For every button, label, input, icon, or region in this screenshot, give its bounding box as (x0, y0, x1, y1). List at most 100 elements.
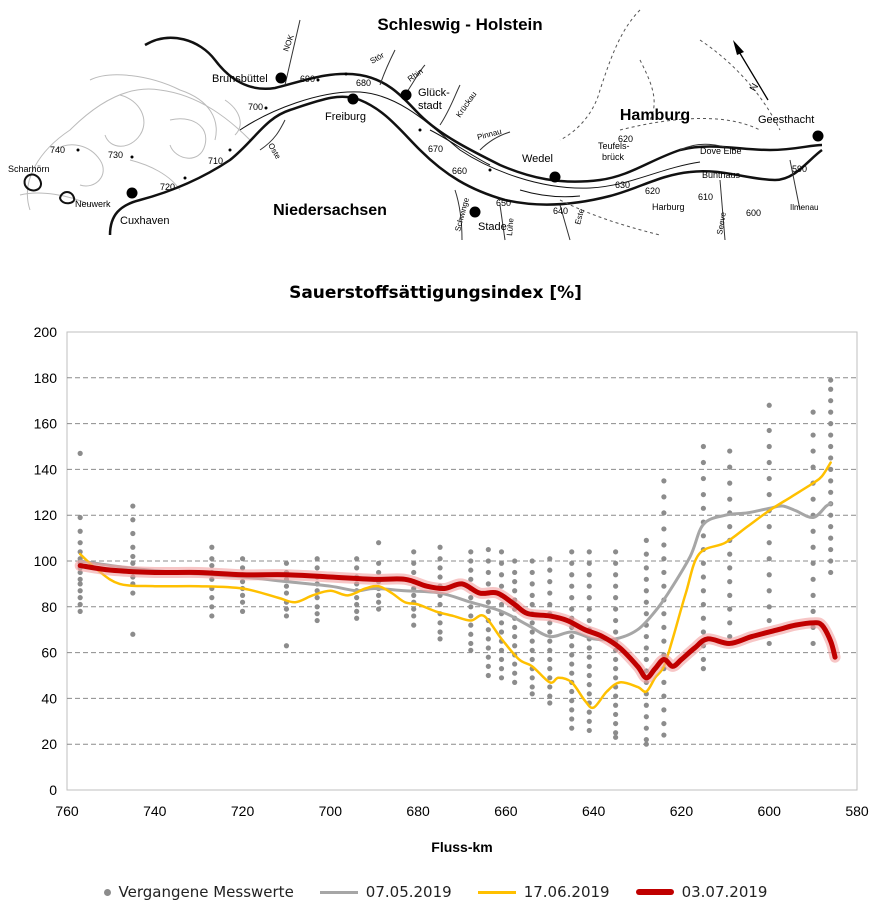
legend-label-series-2: 17.06.2019 (523, 883, 610, 901)
scatter-point (376, 592, 382, 598)
scatter-point (810, 576, 816, 582)
river-schwinge: Schwinge (453, 196, 471, 232)
scatter-point (314, 604, 320, 610)
scatter-point (661, 720, 667, 727)
scatter-point (766, 588, 772, 594)
town-glueckstadt-1: Glück- (418, 87, 450, 99)
y-tick-label: 180 (34, 370, 58, 386)
elbe-channel (239, 91, 701, 198)
scatter-point (586, 672, 592, 679)
scatter-point (613, 629, 619, 635)
town-neuwerk: Neuwerk (75, 199, 111, 209)
scatter-point (828, 455, 834, 461)
scatter-point (512, 633, 518, 640)
svg-text:740: 740 (50, 145, 65, 155)
scatter-point (512, 679, 518, 685)
scatter-point (485, 569, 491, 576)
scatter-point (643, 611, 649, 617)
city-hamburg: Hamburg (620, 107, 690, 124)
river-nok: NOK (281, 33, 296, 53)
svg-text:660: 660 (452, 166, 467, 176)
scatter-point (727, 496, 733, 502)
scatter-point (77, 540, 83, 546)
scatter-point (613, 675, 619, 681)
scatter-point (498, 572, 505, 578)
scatter-point (569, 549, 575, 555)
chart-legend: Vergangene Messwerte 07.05.2019 17.06.20… (0, 880, 871, 904)
svg-text:690: 690 (300, 74, 315, 84)
neuwerk-island (58, 191, 76, 205)
scatter-point (643, 714, 649, 720)
scatter-point (411, 592, 417, 598)
scatter-point (700, 656, 706, 663)
legend-line-series-1 (319, 890, 358, 894)
x-tick-label: 700 (319, 803, 343, 819)
scatter-point (613, 734, 619, 740)
scatter-point (661, 624, 667, 631)
scatter-point (700, 615, 706, 621)
scatter-point (547, 629, 553, 635)
scatter-point (130, 553, 136, 560)
scatter-point (512, 624, 518, 631)
scatter-point (613, 702, 619, 708)
scatter-point (569, 725, 575, 731)
scatter-point (547, 567, 553, 573)
scatter-point (529, 691, 535, 697)
scatter-point (586, 682, 592, 688)
scatter-point (468, 640, 474, 647)
scatter-point (529, 569, 535, 576)
scatter-point (569, 643, 575, 649)
svg-text:670: 670 (428, 144, 443, 154)
scatter-point (498, 560, 505, 566)
scatter-point (810, 528, 816, 534)
legend-item-series-1: 07.05.2019 (319, 883, 452, 901)
scatter-point (613, 693, 619, 699)
svg-text:730: 730 (108, 150, 123, 160)
scatter-point (437, 620, 443, 626)
scatter-point (643, 576, 649, 582)
scatter-point (828, 569, 834, 576)
scatter-point (283, 590, 290, 596)
town-freiburg: Freiburg (325, 111, 366, 123)
y-tick-label: 100 (34, 553, 58, 569)
scatter-point (661, 583, 667, 589)
scatter-point (239, 579, 246, 585)
scatter-point (661, 732, 667, 738)
y-tick-label: 0 (49, 782, 57, 798)
scatter-point (613, 595, 619, 601)
scatter-point (661, 526, 667, 532)
tributaries (259, 19, 801, 241)
scatter-point (586, 645, 592, 651)
scatter-point (411, 560, 417, 566)
x-tick-label: 640 (582, 803, 606, 819)
town-wedel: Wedel (522, 153, 553, 165)
scatter-point (613, 549, 619, 555)
scatter-point (239, 565, 246, 571)
scatter-point (643, 725, 649, 731)
legend-label-series-1: 07.05.2019 (365, 883, 452, 901)
x-tick-label: 600 (758, 803, 782, 819)
scatter-point (569, 633, 575, 640)
scatter-point (77, 576, 83, 582)
scatter-point (828, 535, 834, 541)
scatter-point (810, 432, 816, 438)
x-tick-label: 740 (143, 803, 167, 819)
line-series (74, 461, 841, 710)
scatter-point (77, 528, 83, 534)
scatter-point (643, 565, 649, 571)
scatter-point (828, 478, 834, 484)
scatter-point (727, 579, 733, 585)
svg-text:600: 600 (746, 208, 761, 218)
y-tick-label: 160 (34, 416, 58, 432)
scatter-point (354, 595, 360, 601)
y-tick-label: 60 (41, 645, 57, 661)
scatter-point (661, 707, 667, 713)
svg-text:720: 720 (160, 182, 175, 192)
scatter-point (727, 620, 733, 626)
km-markers: 740 730 720 710 700 690 680 670 660 650 … (50, 74, 807, 218)
scatter-point (661, 638, 667, 644)
y-tick-label: 40 (41, 690, 57, 706)
grid-lines (66, 331, 858, 791)
scatter-point (766, 572, 772, 578)
place-bunthaus: Bunthaus (702, 170, 741, 180)
